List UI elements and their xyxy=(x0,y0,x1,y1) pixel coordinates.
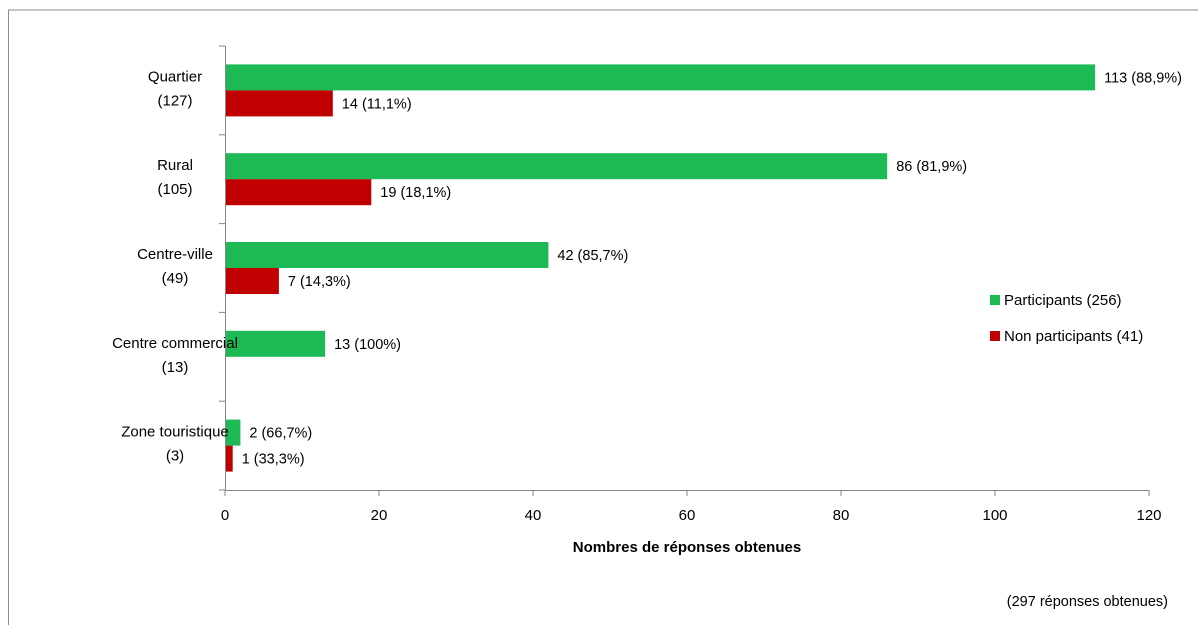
category-label: Centre commercial (13) xyxy=(112,335,238,376)
x-tick-label: 80 xyxy=(833,507,850,524)
participants-bar xyxy=(226,153,888,180)
participants-bar xyxy=(226,419,241,446)
category-label: Zone touristique (3) xyxy=(121,424,229,465)
bars xyxy=(226,64,1096,472)
legend: Participants (256) Non participants (41) xyxy=(990,292,1143,345)
participants-data-label: 42 (85,7%) xyxy=(557,248,628,264)
non-participants-bar xyxy=(226,445,233,472)
participants-data-label: 2 (66,7%) xyxy=(249,426,312,442)
legend-label: Non participants (41) xyxy=(1004,328,1143,345)
non-participants-bar xyxy=(226,268,279,294)
x-tick-label: 120 xyxy=(1136,507,1161,524)
participants-data-label: 86 (81,9%) xyxy=(896,159,967,175)
x-tick-label: 0 xyxy=(221,507,229,524)
non-participants-data-label: 19 (18,1%) xyxy=(380,185,451,201)
participants-data-label: 13 (100%) xyxy=(334,337,401,353)
non-participants-bar xyxy=(226,90,333,117)
legend-swatch xyxy=(990,331,1000,341)
participants-bar xyxy=(226,64,1096,91)
non-participants-data-label: 14 (11,1%) xyxy=(342,96,412,112)
category-label: Centre-ville (49) xyxy=(137,246,213,287)
participants-data-label: 113 (88,9%) xyxy=(1104,70,1182,86)
category-label: Quartier (127) xyxy=(148,68,202,109)
participants-bar xyxy=(226,330,326,357)
category-label: Rural (105) xyxy=(157,157,193,198)
x-tick-label: 60 xyxy=(679,507,696,524)
x-tick-label: 40 xyxy=(525,507,542,524)
x-tick-label: 20 xyxy=(371,507,388,524)
axes: 0 20 40 60 80 100 120 xyxy=(219,45,1162,524)
non-participants-data-label: 1 (33,3%) xyxy=(242,452,305,468)
non-participants-bar xyxy=(226,179,372,206)
labels: Quartier (127) Rural (105) Centre-ville (49) C… xyxy=(112,68,1182,467)
legend-label: Participants (256) xyxy=(1004,292,1122,309)
legend-swatch xyxy=(990,295,1000,305)
x-axis-title: Nombres de réponses obtenues xyxy=(573,539,801,556)
response-count-note: (297 réponses obtenues) xyxy=(1007,594,1168,610)
x-tick-label: 100 xyxy=(982,507,1007,524)
participants-bar xyxy=(226,242,549,268)
non-participants-data-label: 7 (14,3%) xyxy=(288,274,351,290)
